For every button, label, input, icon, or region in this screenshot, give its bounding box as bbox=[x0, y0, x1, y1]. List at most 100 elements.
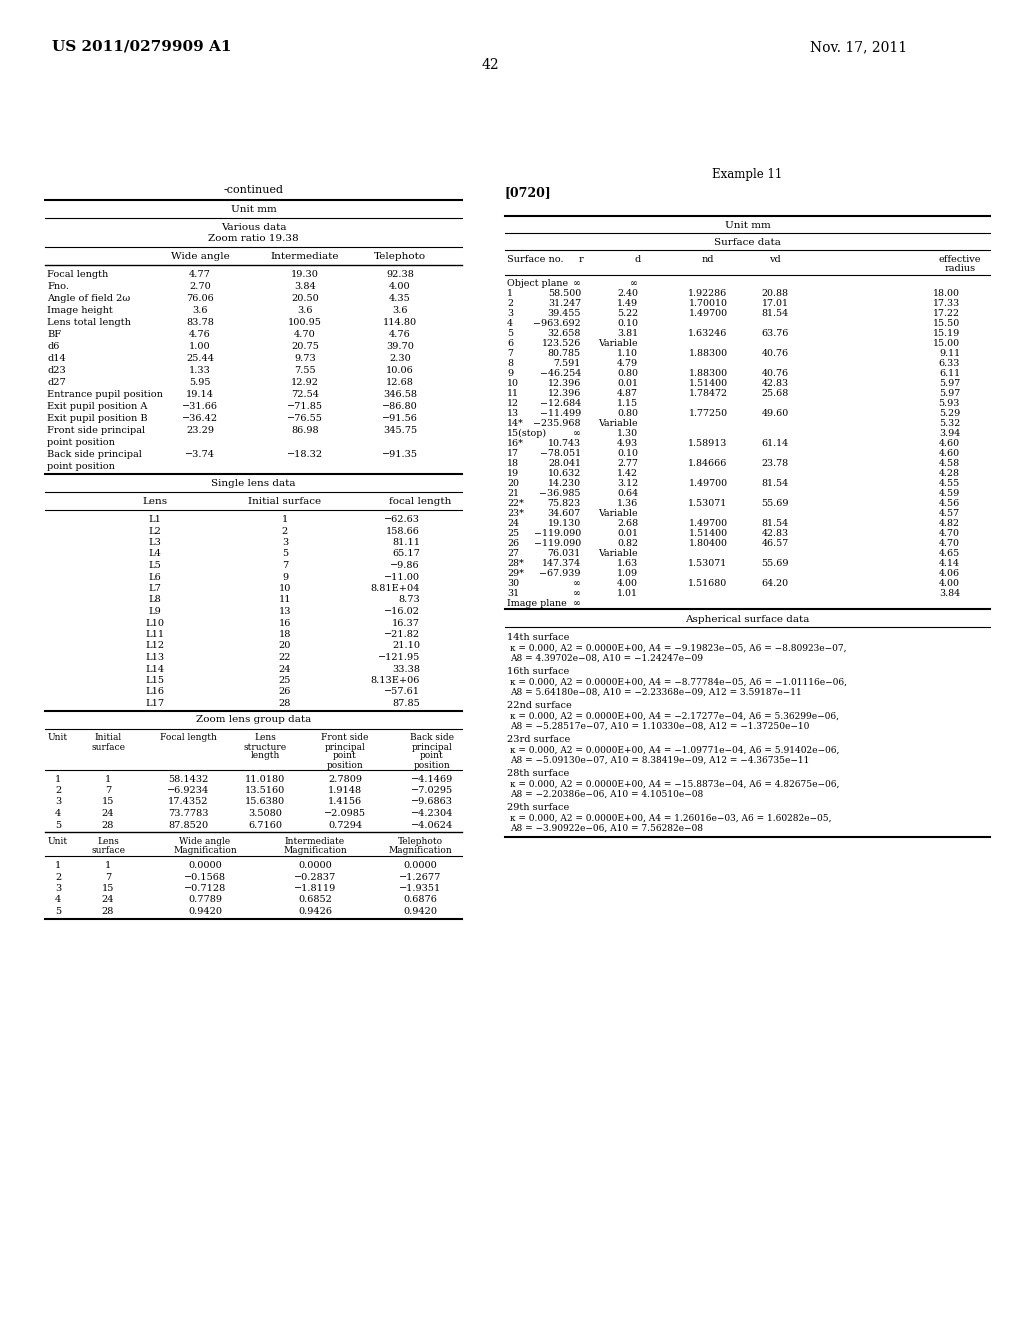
Text: 29th surface: 29th surface bbox=[507, 803, 569, 812]
Text: 0.80: 0.80 bbox=[617, 370, 638, 378]
Text: 2: 2 bbox=[55, 873, 61, 882]
Text: US 2011/0279909 A1: US 2011/0279909 A1 bbox=[52, 40, 231, 54]
Text: 23.29: 23.29 bbox=[186, 426, 214, 436]
Text: d6: d6 bbox=[47, 342, 59, 351]
Text: Exit pupil position B: Exit pupil position B bbox=[47, 414, 147, 422]
Text: 2: 2 bbox=[55, 785, 61, 795]
Text: A8 = −5.28517e−07, A10 = 1.10330e−08, A12 = −1.37250e−10: A8 = −5.28517e−07, A10 = 1.10330e−08, A1… bbox=[510, 722, 809, 731]
Text: 42.83: 42.83 bbox=[762, 529, 788, 539]
Text: L4: L4 bbox=[148, 549, 162, 558]
Text: position: position bbox=[414, 760, 451, 770]
Text: 5: 5 bbox=[507, 329, 513, 338]
Text: 31.247: 31.247 bbox=[548, 300, 581, 308]
Text: L16: L16 bbox=[145, 688, 165, 697]
Text: 81.54: 81.54 bbox=[762, 519, 788, 528]
Text: 1.88300: 1.88300 bbox=[688, 348, 728, 358]
Text: 40.76: 40.76 bbox=[762, 370, 788, 378]
Text: 7: 7 bbox=[104, 785, 112, 795]
Text: Entrance pupil position: Entrance pupil position bbox=[47, 389, 163, 399]
Text: 2.70: 2.70 bbox=[189, 282, 211, 290]
Text: 5: 5 bbox=[282, 549, 288, 558]
Text: 3.84: 3.84 bbox=[294, 282, 315, 290]
Text: 20.50: 20.50 bbox=[291, 294, 318, 304]
Text: 3.6: 3.6 bbox=[297, 306, 312, 315]
Text: 20.88: 20.88 bbox=[762, 289, 788, 298]
Text: Fno.: Fno. bbox=[47, 282, 69, 290]
Text: 55.69: 55.69 bbox=[761, 499, 788, 508]
Text: −0.7128: −0.7128 bbox=[184, 884, 226, 894]
Text: −57.61: −57.61 bbox=[384, 688, 420, 697]
Text: 11: 11 bbox=[507, 389, 519, 399]
Text: A8 = −2.20386e−06, A10 = 4.10510e−08: A8 = −2.20386e−06, A10 = 4.10510e−08 bbox=[510, 789, 703, 799]
Text: 27: 27 bbox=[507, 549, 519, 558]
Text: length: length bbox=[250, 751, 280, 760]
Text: 0.01: 0.01 bbox=[617, 379, 638, 388]
Text: 9: 9 bbox=[282, 573, 288, 582]
Text: L9: L9 bbox=[148, 607, 162, 616]
Text: −1.9351: −1.9351 bbox=[399, 884, 441, 894]
Text: 5.93: 5.93 bbox=[939, 399, 961, 408]
Text: 34.607: 34.607 bbox=[548, 510, 581, 517]
Text: −7.0295: −7.0295 bbox=[411, 785, 453, 795]
Text: −12.684: −12.684 bbox=[540, 399, 581, 408]
Text: ∞: ∞ bbox=[573, 589, 581, 598]
Text: 18: 18 bbox=[279, 630, 291, 639]
Text: A8 = −5.09130e−07, A10 = 8.38419e−09, A12 = −4.36735e−11: A8 = −5.09130e−07, A10 = 8.38419e−09, A1… bbox=[510, 756, 809, 766]
Text: Focal length: Focal length bbox=[160, 734, 216, 742]
Text: 2: 2 bbox=[507, 300, 513, 308]
Text: 1.33: 1.33 bbox=[189, 366, 211, 375]
Text: −46.254: −46.254 bbox=[540, 370, 581, 378]
Text: 4.70: 4.70 bbox=[939, 529, 961, 539]
Text: 1.30: 1.30 bbox=[616, 429, 638, 438]
Text: 3: 3 bbox=[282, 539, 288, 546]
Text: 23.78: 23.78 bbox=[762, 459, 788, 469]
Text: 4.65: 4.65 bbox=[939, 549, 961, 558]
Text: L14: L14 bbox=[145, 664, 165, 673]
Text: 1.53071: 1.53071 bbox=[688, 499, 728, 508]
Text: L3: L3 bbox=[148, 539, 162, 546]
Text: 8.73: 8.73 bbox=[398, 595, 420, 605]
Text: Intermediate: Intermediate bbox=[270, 252, 339, 261]
Text: focal length: focal length bbox=[389, 498, 452, 506]
Text: 1.49700: 1.49700 bbox=[688, 479, 728, 488]
Text: −11.00: −11.00 bbox=[384, 573, 420, 582]
Text: 49.60: 49.60 bbox=[762, 409, 788, 418]
Text: −1.8119: −1.8119 bbox=[294, 884, 336, 894]
Text: 15.00: 15.00 bbox=[933, 339, 961, 348]
Text: 17.01: 17.01 bbox=[762, 300, 788, 308]
Text: 28: 28 bbox=[101, 821, 115, 829]
Text: 5.95: 5.95 bbox=[189, 378, 211, 387]
Text: point position: point position bbox=[47, 462, 115, 471]
Text: 1.09: 1.09 bbox=[616, 569, 638, 578]
Text: 9: 9 bbox=[507, 370, 513, 378]
Text: −0.2837: −0.2837 bbox=[294, 873, 336, 882]
Text: 3.84: 3.84 bbox=[939, 589, 961, 598]
Text: Lens: Lens bbox=[142, 498, 168, 506]
Text: 92.38: 92.38 bbox=[386, 271, 414, 279]
Text: 28.041: 28.041 bbox=[548, 459, 581, 469]
Text: L7: L7 bbox=[148, 583, 162, 593]
Text: -continued: -continued bbox=[223, 185, 284, 195]
Text: Lens: Lens bbox=[254, 734, 275, 742]
Text: 11.0180: 11.0180 bbox=[245, 775, 285, 784]
Text: 32.658: 32.658 bbox=[548, 329, 581, 338]
Text: 8.81E+04: 8.81E+04 bbox=[371, 583, 420, 593]
Text: 22*: 22* bbox=[507, 499, 524, 508]
Text: 21: 21 bbox=[507, 488, 519, 498]
Text: 86.98: 86.98 bbox=[291, 426, 318, 436]
Text: Front side: Front side bbox=[322, 734, 369, 742]
Text: BF: BF bbox=[47, 330, 61, 339]
Text: 73.7783: 73.7783 bbox=[168, 809, 208, 818]
Text: Image height: Image height bbox=[47, 306, 113, 315]
Text: 1.15: 1.15 bbox=[616, 399, 638, 408]
Text: 4.59: 4.59 bbox=[939, 488, 961, 498]
Text: 33.38: 33.38 bbox=[392, 664, 420, 673]
Text: 1: 1 bbox=[55, 861, 61, 870]
Text: Back side: Back side bbox=[410, 734, 454, 742]
Text: 83.78: 83.78 bbox=[186, 318, 214, 327]
Text: 61.14: 61.14 bbox=[762, 440, 788, 447]
Text: 19.14: 19.14 bbox=[186, 389, 214, 399]
Text: Lens total length: Lens total length bbox=[47, 318, 131, 327]
Text: 4.77: 4.77 bbox=[189, 271, 211, 279]
Text: 4.00: 4.00 bbox=[617, 579, 638, 587]
